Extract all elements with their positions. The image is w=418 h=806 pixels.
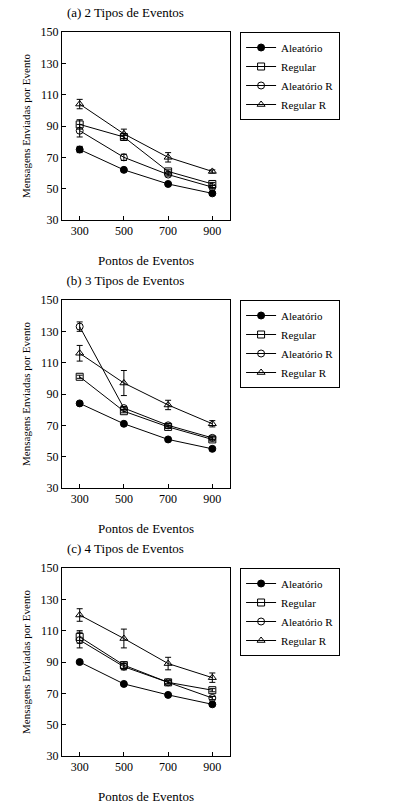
svg-text:50: 50 <box>47 182 59 196</box>
svg-text:70: 70 <box>47 419 59 433</box>
svg-text:110: 110 <box>41 88 59 102</box>
svg-text:300: 300 <box>71 492 89 506</box>
svg-text:110: 110 <box>41 356 59 370</box>
svg-text:700: 700 <box>159 224 177 238</box>
svg-text:150: 150 <box>41 25 59 39</box>
svg-text:130: 130 <box>41 593 59 607</box>
svg-text:Aleatório R: Aleatório R <box>281 80 333 92</box>
svg-text:Pontos de Eventos: Pontos de Eventos <box>98 521 194 536</box>
svg-text:Aleatório R: Aleatório R <box>281 616 333 628</box>
svg-text:Mensagens Enviadas por Evento: Mensagens Enviadas por Evento <box>20 590 32 734</box>
svg-text:Mensagens Enviadas por Evento: Mensagens Enviadas por Evento <box>20 54 32 198</box>
svg-text:300: 300 <box>71 760 89 774</box>
svg-text:150: 150 <box>41 293 59 307</box>
svg-text:700: 700 <box>159 760 177 774</box>
svg-text:Aleatório R: Aleatório R <box>281 348 333 360</box>
svg-text:Regular R: Regular R <box>281 367 327 379</box>
svg-text:900: 900 <box>203 224 221 238</box>
svg-text:900: 900 <box>203 760 221 774</box>
svg-text:500: 500 <box>115 760 133 774</box>
svg-text:90: 90 <box>47 655 59 669</box>
svg-text:130: 130 <box>41 57 59 71</box>
svg-text:110: 110 <box>41 624 59 638</box>
svg-text:90: 90 <box>47 387 59 401</box>
svg-text:Pontos de Eventos: Pontos de Eventos <box>98 253 194 268</box>
svg-text:700: 700 <box>159 492 177 506</box>
svg-text:Regular R: Regular R <box>281 635 327 647</box>
svg-text:50: 50 <box>47 718 59 732</box>
svg-text:Regular R: Regular R <box>281 99 327 111</box>
svg-text:90: 90 <box>47 119 59 133</box>
svg-text:70: 70 <box>47 687 59 701</box>
svg-text:(a) 2 Tipos de Eventos: (a) 2 Tipos de Eventos <box>67 5 184 20</box>
svg-text:Regular: Regular <box>281 61 316 73</box>
svg-text:500: 500 <box>115 492 133 506</box>
svg-text:50: 50 <box>47 450 59 464</box>
svg-text:300: 300 <box>71 224 89 238</box>
svg-text:(b) 3 Tipos de Eventos: (b) 3 Tipos de Eventos <box>67 273 185 288</box>
svg-text:500: 500 <box>115 224 133 238</box>
svg-text:900: 900 <box>203 492 221 506</box>
svg-text:70: 70 <box>47 151 59 165</box>
svg-text:Regular: Regular <box>281 329 316 341</box>
svg-text:Regular: Regular <box>281 597 316 609</box>
svg-text:Aleatório: Aleatório <box>281 310 323 322</box>
svg-text:30: 30 <box>47 213 59 227</box>
svg-text:30: 30 <box>47 749 59 763</box>
svg-text:(c) 4 Tipos de Eventos: (c) 4 Tipos de Eventos <box>67 541 184 556</box>
svg-text:Mensagens Enviadas por Evento: Mensagens Enviadas por Evento <box>20 322 32 466</box>
svg-text:130: 130 <box>41 325 59 339</box>
svg-text:Aleatório: Aleatório <box>281 42 323 54</box>
svg-text:Pontos de Eventos: Pontos de Eventos <box>98 789 194 804</box>
svg-text:30: 30 <box>47 481 59 495</box>
svg-text:Aleatório: Aleatório <box>281 578 323 590</box>
svg-text:150: 150 <box>41 561 59 575</box>
